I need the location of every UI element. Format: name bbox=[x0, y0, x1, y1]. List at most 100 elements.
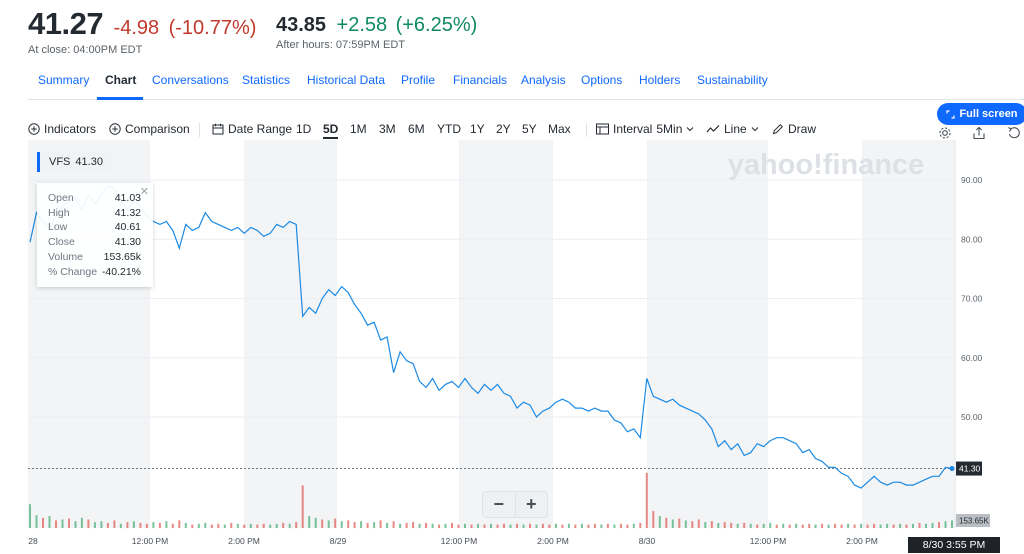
ticker-value: 41.30 bbox=[75, 156, 103, 168]
share-icon[interactable] bbox=[972, 126, 986, 140]
volume-bar bbox=[522, 524, 525, 528]
volume-bar bbox=[704, 522, 707, 529]
y-tick-label: 70.00 bbox=[961, 294, 983, 304]
indicators-label: Indicators bbox=[44, 122, 97, 136]
volume-bar bbox=[55, 520, 57, 528]
tab-profile[interactable]: Profile bbox=[401, 73, 436, 87]
tab-chart[interactable]: Chart bbox=[105, 73, 137, 87]
range-max[interactable]: Max bbox=[548, 122, 571, 136]
volume-bar bbox=[866, 524, 869, 528]
volume-bar bbox=[353, 522, 356, 529]
volume-bar bbox=[658, 516, 661, 528]
tab-financials[interactable]: Financials bbox=[453, 73, 508, 87]
draw-label: Draw bbox=[788, 122, 817, 136]
last-price-dot bbox=[949, 466, 955, 472]
volume-bar bbox=[152, 522, 155, 529]
volume-bar bbox=[379, 520, 382, 528]
volume-bar bbox=[327, 520, 330, 528]
volume-tag: 153.65K bbox=[959, 517, 989, 526]
price-change-percent: (-10.77%) bbox=[168, 17, 257, 39]
chevron-down-icon bbox=[751, 127, 759, 132]
volume-bar bbox=[184, 522, 187, 528]
volume-bar bbox=[730, 522, 733, 528]
volume-bar bbox=[782, 523, 785, 529]
volume-bar bbox=[171, 523, 174, 529]
range-2y[interactable]: 2Y bbox=[496, 122, 511, 136]
volume-bar bbox=[366, 522, 369, 528]
comparison-button[interactable]: Comparison bbox=[109, 122, 190, 136]
ohlc-value: 41.03 bbox=[114, 192, 141, 204]
volume-bar bbox=[925, 523, 927, 529]
volume-bar bbox=[301, 485, 304, 528]
tab-conversations[interactable]: Conversations bbox=[152, 73, 229, 87]
range-1d[interactable]: 1D bbox=[296, 122, 312, 136]
range-3m[interactable]: 3M bbox=[379, 122, 396, 136]
volume-bar bbox=[347, 520, 350, 528]
tab-sustainability[interactable]: Sustainability bbox=[697, 73, 768, 87]
x-tick-label: 12:00 PM bbox=[441, 536, 477, 546]
volume-bar bbox=[373, 522, 376, 529]
volume-bar bbox=[541, 523, 544, 529]
full-screen-button[interactable]: Full screen bbox=[937, 103, 1024, 125]
volume-bar bbox=[308, 516, 311, 528]
plus-circle-icon bbox=[28, 123, 40, 135]
volume-bar bbox=[691, 521, 694, 528]
volume-bar bbox=[873, 523, 876, 529]
range-6m[interactable]: 6M bbox=[408, 122, 425, 136]
range-5y[interactable]: 5Y bbox=[522, 122, 537, 136]
range-1y[interactable]: 1Y bbox=[470, 122, 485, 136]
close-icon[interactable]: ✕ bbox=[139, 186, 149, 198]
interval-dropdown[interactable]: Interval 5Min bbox=[596, 122, 694, 136]
tab-statistics[interactable]: Statistics bbox=[242, 73, 291, 87]
tab-analysis[interactable]: Analysis bbox=[521, 73, 566, 87]
expand-icon bbox=[946, 109, 956, 119]
toolbar-divider bbox=[199, 123, 200, 137]
volume-bar bbox=[29, 504, 31, 528]
volume-bar bbox=[561, 524, 564, 528]
ohlc-row: Close 41.30 bbox=[48, 235, 141, 250]
volume-bar bbox=[626, 524, 629, 528]
chart-type-dropdown[interactable]: Line bbox=[706, 122, 759, 136]
indicators-button[interactable]: Indicators bbox=[28, 122, 96, 136]
volume-bar bbox=[827, 524, 830, 528]
interval-value: 5Min bbox=[656, 122, 683, 136]
volume-bar bbox=[61, 519, 64, 528]
volume-bar bbox=[756, 524, 759, 528]
date-range-button[interactable]: Date Range bbox=[212, 122, 292, 136]
volume-bar bbox=[464, 523, 466, 529]
tab-summary[interactable]: Summary bbox=[38, 73, 90, 87]
volume-bar bbox=[814, 524, 817, 528]
range-1m[interactable]: 1M bbox=[350, 122, 367, 136]
volume-bar bbox=[892, 524, 895, 528]
after-hours-change-percent: (+6.25%) bbox=[395, 14, 478, 36]
range-5d[interactable]: 5D bbox=[323, 122, 339, 139]
ohlc-tooltip: ✕ Open 41.03 High 41.32 Low 40.61 Close 41.30 Vo… bbox=[37, 183, 153, 287]
reset-icon[interactable] bbox=[1007, 126, 1021, 140]
volume-bar bbox=[723, 522, 726, 529]
settings-gear-icon[interactable] bbox=[938, 126, 952, 140]
y-tick-label: 60.00 bbox=[961, 353, 983, 363]
tab-historical-data[interactable]: Historical Data bbox=[307, 73, 386, 87]
volume-bar bbox=[334, 518, 337, 528]
volume-bar bbox=[580, 523, 583, 529]
volume-tag-bg bbox=[956, 514, 990, 527]
x-tick-label: 2:00 PM bbox=[228, 536, 260, 546]
range-ytd[interactable]: YTD bbox=[437, 122, 461, 136]
volume-bar bbox=[821, 523, 824, 529]
yahoo-finance-watermark: yahoo!finance bbox=[728, 149, 925, 181]
draw-button[interactable]: Draw bbox=[772, 122, 816, 136]
tab-holders[interactable]: Holders bbox=[639, 73, 681, 87]
volume-bar bbox=[269, 524, 272, 528]
volume-bar bbox=[567, 523, 570, 529]
volume-bar bbox=[665, 517, 668, 528]
volume-bar bbox=[191, 524, 194, 528]
comparison-label: Comparison bbox=[125, 122, 190, 136]
tab-options[interactable]: Options bbox=[581, 73, 623, 87]
volume-bar bbox=[606, 523, 609, 529]
volume-bar bbox=[477, 523, 479, 529]
volume-bar bbox=[697, 519, 700, 528]
zoom-out-button[interactable]: − bbox=[483, 492, 516, 517]
last-price-tag-bg bbox=[956, 461, 982, 476]
y-tick-label: 80.00 bbox=[961, 234, 983, 244]
zoom-in-button[interactable]: + bbox=[525, 494, 537, 514]
